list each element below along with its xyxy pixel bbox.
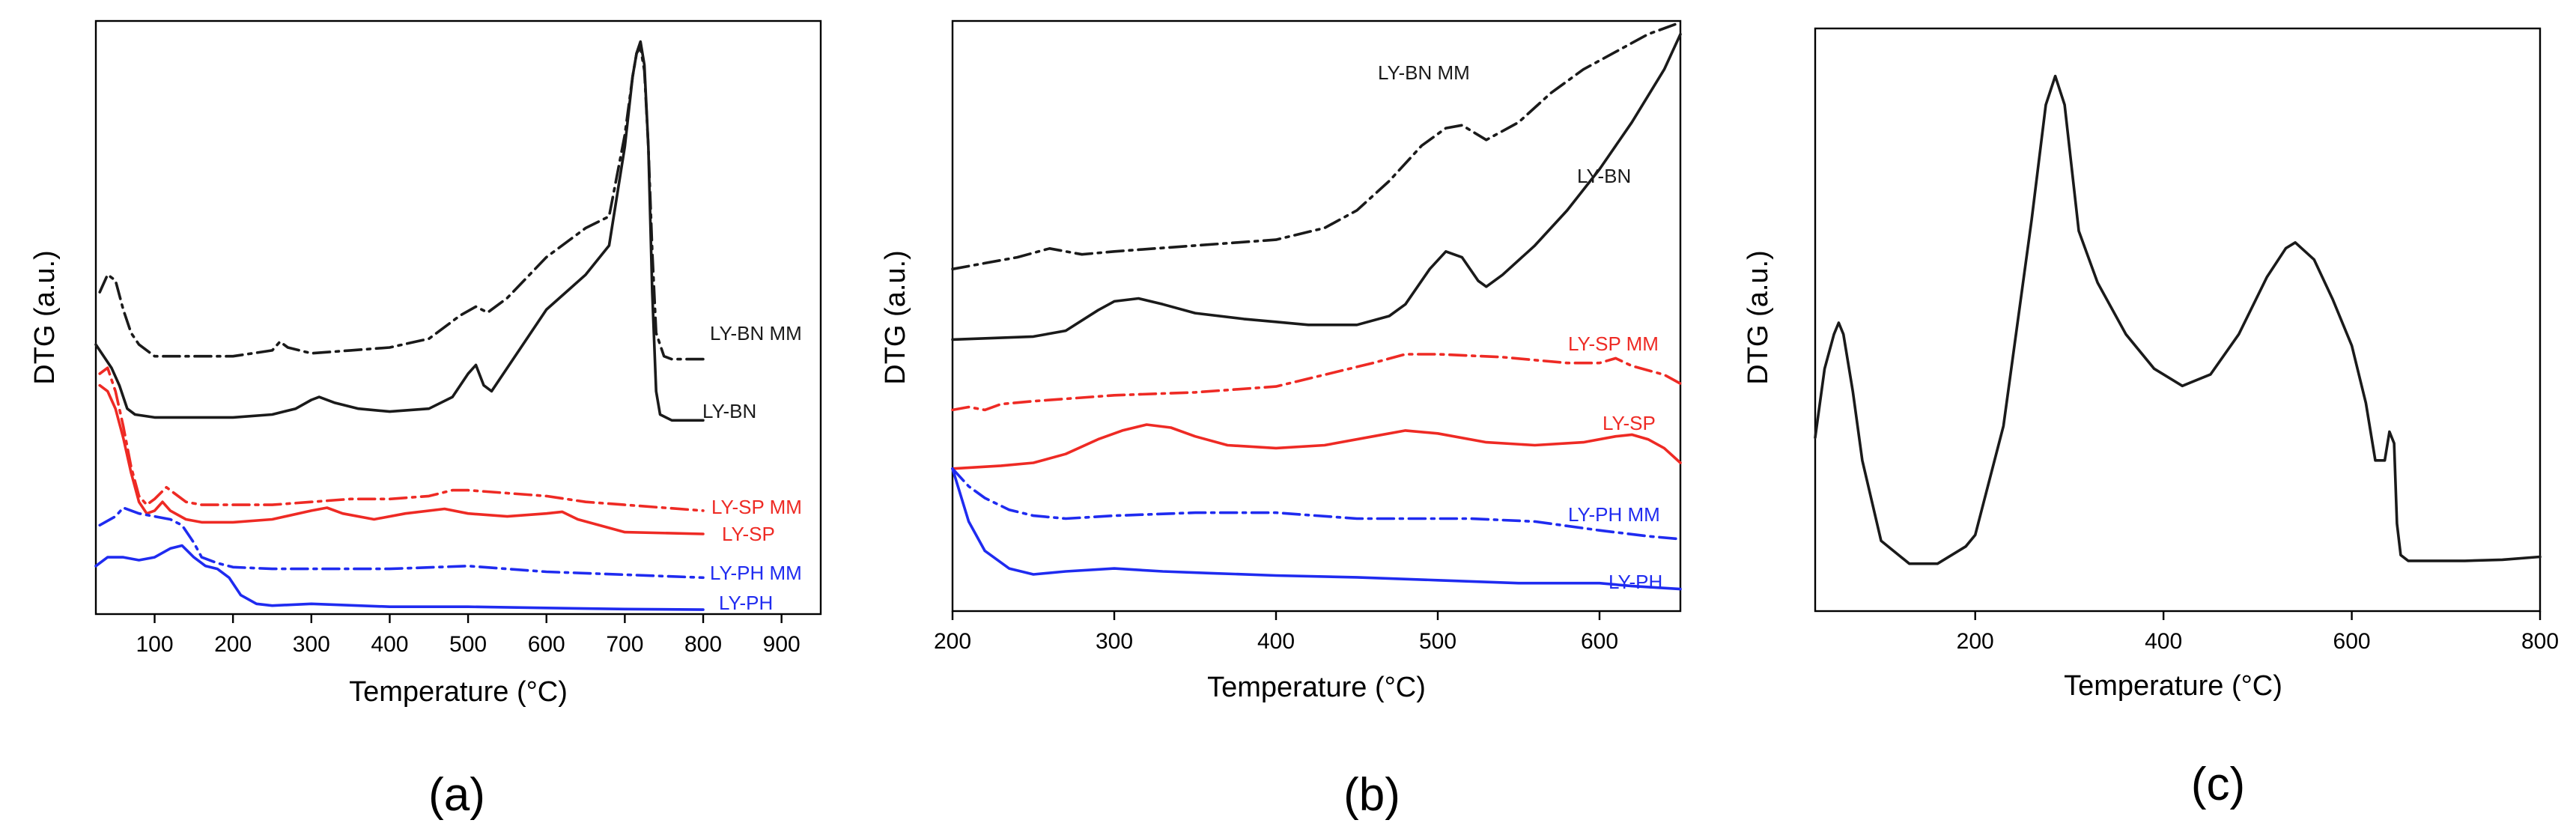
panel-a-label-ly-sp-mm: LY-SP MM	[711, 496, 802, 518]
panel-c-frame	[1814, 27, 2542, 613]
panel-b-label-ly-ph: LY-PH	[1609, 571, 1662, 593]
panel-a-xtick-label: 700	[606, 632, 643, 657]
panel-a-xlabel: Temperature (°C)	[349, 676, 568, 708]
panel-b-series-ly-ph	[951, 467, 1682, 591]
panel-b-series-ly-sp	[951, 423, 1682, 470]
panel-c-ylabel: DTG (a.u.)	[1743, 250, 1774, 384]
panel-c-caption: (c)	[2191, 759, 2245, 810]
panel-a-xtick-label: 600	[528, 632, 565, 657]
panel-c-xtick-label: 600	[2333, 629, 2371, 654]
panel-b-label-ly-sp-mm: LY-SP MM	[1568, 333, 1659, 355]
panel-c: 200 400 600 800 Temperature (°C) DTG (a.u.)…	[1743, 27, 2559, 810]
panel-a-frame	[94, 19, 822, 616]
panel-b-series-ly-sp-mm	[951, 353, 1682, 412]
panel-a: 100 200 300 400 500 600 700 800 900 Temperature …	[29, 19, 822, 821]
panel-a-xtick-label: 500	[449, 632, 487, 657]
panel-b-xlabel: Temperature (°C)	[1207, 672, 1426, 703]
panel-c-xtick-label: 800	[2521, 629, 2559, 654]
panel-a-series-ly-ph	[94, 544, 705, 611]
panel-a-xtick-label: 100	[136, 632, 173, 657]
panel-b-label-ly-bn: LY-BN	[1577, 165, 1631, 187]
panel-b: 200 300 400 500 600 Temperature (°C) DTG (a.…	[880, 19, 1682, 821]
panel-a-series-ly-ph-mm	[98, 506, 705, 580]
panel-b-xtick-label: 600	[1581, 629, 1618, 654]
panel-b-caption: (b)	[1343, 769, 1400, 821]
panel-a-series-ly-sp	[98, 383, 705, 535]
panel-b-label-ly-ph-mm: LY-PH MM	[1568, 503, 1660, 526]
panel-b-series-ly-bn	[951, 32, 1682, 341]
panel-c-xtick-label: 200	[1957, 629, 1994, 654]
panel-a-xtick-label: 300	[293, 632, 330, 657]
panel-a-label-ly-ph-mm: LY-PH MM	[710, 562, 802, 584]
panel-c-xtick-label: 400	[2145, 629, 2182, 654]
panel-a-caption: (a)	[428, 769, 485, 821]
panel-c-xlabel: Temperature (°C)	[2064, 670, 2282, 702]
panel-b-xtick-label: 500	[1419, 629, 1456, 654]
panel-b-xtick-label: 400	[1257, 629, 1295, 654]
panel-a-label-ly-bn-mm: LY-BN MM	[710, 322, 802, 344]
panel-b-frame	[951, 19, 1682, 613]
panel-a-label-ly-ph: LY-PH	[719, 592, 773, 614]
panel-a-series-ly-sp-mm	[98, 366, 705, 512]
panel-a-xtick-label: 800	[684, 632, 722, 657]
panel-a-xtick-label: 400	[371, 632, 408, 657]
panel-a-series-ly-bn-mm	[98, 46, 705, 361]
panel-a-series-ly-bn	[94, 40, 705, 422]
panel-a-label-ly-sp: LY-SP	[722, 523, 775, 545]
panel-b-label-ly-sp: LY-SP	[1603, 412, 1656, 434]
panel-b-series-ly-bn-mm	[951, 21, 1682, 271]
panel-c-series-dtg-curve	[1814, 74, 2542, 565]
panel-a-label-ly-bn: LY-BN	[702, 400, 756, 422]
panel-a-xtick-label: 900	[763, 632, 801, 657]
panel-b-xtick-label: 200	[934, 629, 971, 654]
panel-a-xtick-label: 200	[214, 632, 252, 657]
panel-b-ylabel: DTG (a.u.)	[880, 250, 911, 384]
panel-b-series-ly-ph-mm	[951, 467, 1682, 541]
panel-a-ylabel: DTG (a.u.)	[29, 250, 61, 384]
panel-b-xtick-label: 300	[1096, 629, 1133, 654]
panel-b-label-ly-bn-mm: LY-BN MM	[1378, 61, 1470, 84]
